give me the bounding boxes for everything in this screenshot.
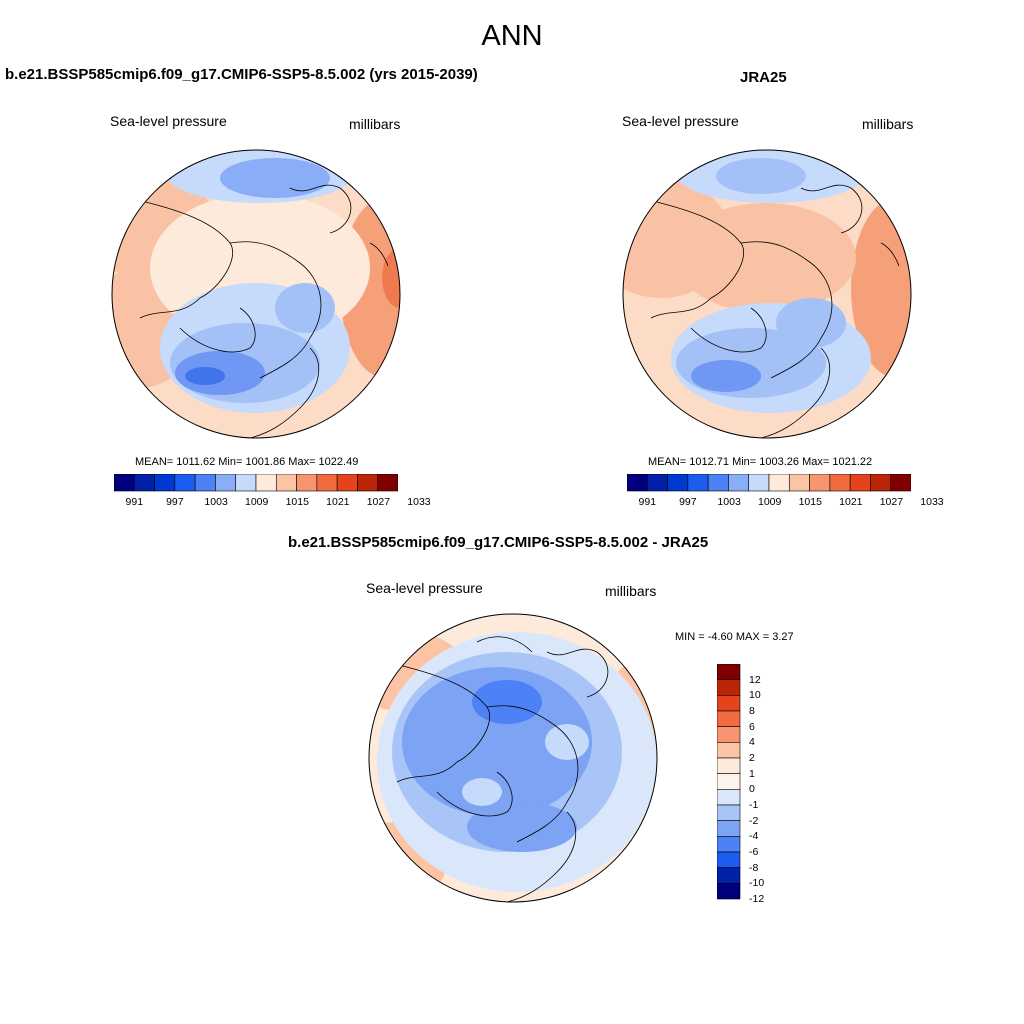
model-colorbar-box: [316, 474, 338, 492]
diff-colorbar-boxes: [717, 664, 741, 900]
obs-colorbar-box: [748, 474, 770, 492]
model-colorbar-box: [336, 474, 358, 492]
model-units-label: millibars: [349, 116, 401, 132]
model-colorbar-box: [215, 474, 237, 492]
obs-colorbar-tick: 1003: [717, 496, 741, 508]
diff-polar-map: [368, 613, 658, 903]
model-colorbar-tick: 1015: [285, 496, 309, 508]
diff-panel-title: b.e21.BSSP585cmip6.f09_g17.CMIP6-SSP5-8.…: [288, 534, 709, 551]
diff-colorbar-tick: 4: [749, 736, 755, 749]
model-colorbar-box: [194, 474, 216, 492]
diff-colorbar-tick: 6: [749, 720, 755, 733]
model-colorbar-box: [154, 474, 176, 492]
obs-colorbar-box: [890, 474, 911, 492]
diff-colorbar-tick: -1: [749, 799, 759, 811]
diff-colorbar-tick: -2: [749, 814, 759, 827]
diff-colorbar-box: [717, 773, 741, 790]
obs-colorbar-tick: 1027: [879, 496, 904, 508]
diff-stats: MIN = -4.60 MAX = 3.27: [675, 631, 794, 643]
model-stats: MEAN= 1011.62 Min= 1001.86 Max= 1022.49: [135, 456, 359, 468]
diff-colorbar-tick: 12: [749, 673, 761, 686]
model-colorbar-tick: 991: [125, 496, 144, 508]
diff-colorbar-tick: 2: [749, 752, 755, 764]
obs-colorbar-boxes: [627, 474, 911, 492]
model-panel-title: b.e21.BSSP585cmip6.f09_g17.CMIP6-SSP5-8.…: [5, 66, 478, 83]
model-colorbar-box: [377, 474, 398, 492]
model-variable-label: Sea-level pressure: [110, 113, 227, 129]
diff-colorbar-box: [717, 679, 741, 696]
model-colorbar-box: [235, 474, 257, 492]
model-colorbar-box: [296, 474, 318, 492]
obs-colorbar-box: [667, 474, 689, 492]
diff-units-label: millibars: [605, 583, 657, 599]
diff-colorbar-box: [717, 664, 741, 680]
obs-colorbar-box: [768, 474, 790, 492]
obs-colorbar-tick: 991: [638, 496, 657, 508]
model-colorbar-tick: 1027: [366, 496, 391, 508]
diff-colorbar-box: [717, 710, 741, 727]
obs-colorbar-tick: 1009: [758, 496, 782, 508]
obs-polar-map: [622, 149, 912, 439]
diff-colorbar-box: [717, 726, 741, 743]
diff-colorbar-tick: 1: [749, 767, 755, 780]
obs-panel-title: JRA25: [740, 69, 787, 86]
diff-colorbar-box: [717, 820, 741, 837]
model-colorbar-box: [275, 474, 297, 492]
diff-variable-label: Sea-level pressure: [366, 580, 483, 596]
obs-colorbar-box: [849, 474, 871, 492]
model-polar-map: [111, 149, 401, 439]
model-colorbar-box: [255, 474, 277, 492]
diff-colorbar-box: [717, 695, 741, 712]
diff-colorbar-box: [717, 867, 741, 884]
model-colorbar-tick: 1009: [245, 496, 269, 508]
obs-colorbar-tick: 1021: [839, 496, 863, 508]
model-colorbar-box: [357, 474, 379, 492]
diff-colorbar-tick: -8: [749, 861, 759, 874]
model-colorbar-box: [174, 474, 196, 492]
obs-colorbar-box: [707, 474, 729, 492]
diff-colorbar-box: [717, 742, 741, 759]
obs-colorbar-tick: 997: [679, 496, 697, 508]
model-colorbar-boxes: [114, 474, 398, 492]
diff-colorbar-box: [717, 757, 741, 774]
obs-colorbar-box: [829, 474, 851, 492]
diff-colorbar-tick: 10: [749, 689, 761, 702]
model-colorbar-ticks: 991 997 1003 1009 1015 1021 1027 1033: [114, 496, 431, 510]
diff-colorbar-tick: 0: [749, 783, 755, 796]
diff-colorbar-ticks: 12 10 8 6 4 2 1 0 -1 -2 -4 -6 -8 -10 -12: [745, 664, 785, 905]
obs-colorbar-tick: 1015: [798, 496, 822, 508]
diff-colorbar-box: [717, 804, 741, 821]
diff-colorbar: [717, 664, 741, 900]
obs-colorbar-box: [788, 474, 810, 492]
model-colorbar-tick: 1021: [326, 496, 350, 508]
model-colorbar-box: [133, 474, 155, 492]
obs-colorbar-ticks: 991 997 1003 1009 1015 1021 1027 1033: [627, 496, 944, 510]
obs-colorbar-box: [687, 474, 709, 492]
diff-colorbar-box: [717, 836, 741, 853]
obs-colorbar-tick: 1033: [920, 496, 944, 508]
obs-colorbar-box: [728, 474, 750, 492]
figure-title: ANN: [481, 20, 543, 52]
obs-colorbar-box: [627, 474, 648, 492]
obs-colorbar-box: [809, 474, 831, 492]
diff-colorbar-tick: 8: [749, 705, 755, 717]
obs-colorbar: [627, 474, 911, 492]
model-colorbar-box: [114, 474, 135, 492]
diff-colorbar-tick: -12: [749, 893, 765, 905]
obs-units-label: millibars: [862, 116, 914, 132]
diff-colorbar-box: [717, 789, 741, 806]
obs-stats: MEAN= 1012.71 Min= 1003.26 Max= 1021.22: [648, 456, 873, 468]
diff-colorbar-tick: -10: [749, 877, 765, 890]
obs-colorbar-box: [646, 474, 668, 492]
diff-colorbar-tick: -4: [749, 830, 759, 843]
obs-variable-label: Sea-level pressure: [622, 113, 739, 129]
model-colorbar: [114, 474, 398, 492]
model-colorbar-tick: 1003: [204, 496, 228, 508]
model-colorbar-tick: 1033: [407, 496, 431, 508]
diff-colorbar-box: [717, 851, 741, 868]
model-colorbar-tick: 997: [166, 496, 184, 508]
diff-colorbar-tick: -6: [749, 846, 759, 858]
obs-colorbar-box: [870, 474, 892, 492]
diff-colorbar-box: [717, 883, 741, 900]
